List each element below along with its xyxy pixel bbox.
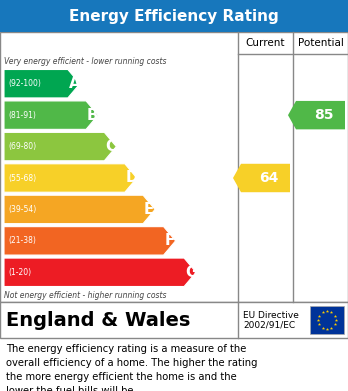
Bar <box>310 306 344 334</box>
Text: 64: 64 <box>259 171 278 185</box>
Bar <box>0 32 348 302</box>
Text: (39-54): (39-54) <box>8 205 36 214</box>
Text: (55-68): (55-68) <box>8 174 36 183</box>
Text: D: D <box>126 170 139 185</box>
Bar <box>0 302 348 338</box>
Text: A: A <box>69 76 81 91</box>
Text: (21-38): (21-38) <box>8 236 36 246</box>
Text: (69-80): (69-80) <box>8 142 36 151</box>
Polygon shape <box>288 101 345 129</box>
Text: B: B <box>87 108 99 123</box>
Text: G: G <box>185 265 198 280</box>
Text: Energy Efficiency Rating: Energy Efficiency Rating <box>69 9 279 23</box>
Text: Current: Current <box>246 38 285 48</box>
Polygon shape <box>4 70 80 98</box>
Text: EU Directive: EU Directive <box>243 310 299 319</box>
Polygon shape <box>4 195 155 224</box>
Text: (92-100): (92-100) <box>8 79 41 88</box>
Text: C: C <box>105 139 117 154</box>
Bar <box>0 0 348 32</box>
Polygon shape <box>233 164 290 192</box>
Text: (81-91): (81-91) <box>8 111 36 120</box>
Text: The energy efficiency rating is a measure of the
overall efficiency of a home. T: The energy efficiency rating is a measur… <box>6 344 258 391</box>
Text: Very energy efficient - lower running costs: Very energy efficient - lower running co… <box>4 57 166 66</box>
Text: 85: 85 <box>314 108 333 122</box>
Polygon shape <box>4 227 176 255</box>
Text: Not energy efficient - higher running costs: Not energy efficient - higher running co… <box>4 291 166 300</box>
Text: E: E <box>144 202 155 217</box>
Text: England & Wales: England & Wales <box>6 310 190 330</box>
Polygon shape <box>4 133 116 161</box>
Polygon shape <box>4 258 196 287</box>
Text: Potential: Potential <box>298 38 343 48</box>
Text: (1-20): (1-20) <box>8 268 31 277</box>
Polygon shape <box>4 101 98 129</box>
Polygon shape <box>4 164 137 192</box>
Text: F: F <box>165 233 175 248</box>
Text: 2002/91/EC: 2002/91/EC <box>243 321 295 330</box>
